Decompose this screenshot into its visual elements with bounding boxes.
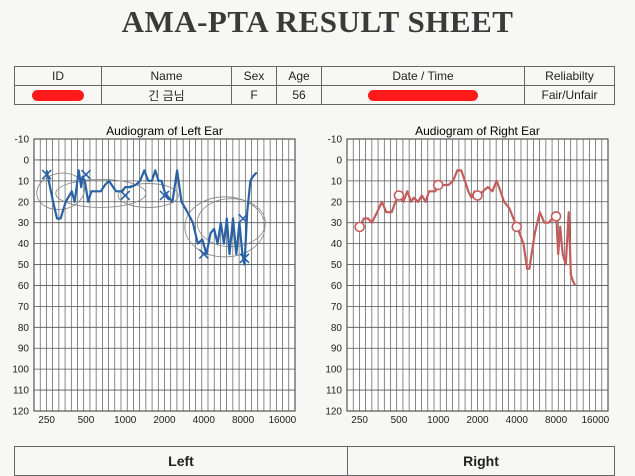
left-xtick-label: 250 — [38, 415, 55, 426]
left-xtick-label: 16000 — [268, 415, 296, 426]
left-ear-audiogram: Audiogram of Left Ear -10 0 10 20 30 40 50 60 70 8… — [2, 122, 302, 432]
right-ear-chart-svg: Audiogram of Right Ear -10 0 10 20 30 40 50 60 70… — [325, 124, 609, 426]
left-ytick-label: 110 — [13, 386, 29, 397]
left-x-marker — [41, 169, 52, 180]
datetime-redaction — [368, 90, 478, 102]
left-chart-title: Audiogram of Left Ear — [106, 124, 223, 138]
right-xtick-label: 1000 — [427, 415, 450, 426]
left-x-marker — [120, 190, 131, 201]
ear-summary-table: Left Right — [14, 446, 615, 476]
right-o-marker — [511, 221, 523, 233]
pencil-annotation-loop — [117, 183, 179, 208]
right-ytick-label: 90 — [331, 344, 343, 355]
info-value-row: 긴 금님 F 56 Fair/Unfair — [14, 85, 615, 105]
left-xtick-label: 4000 — [193, 415, 216, 426]
right-ytick-label: 120 — [325, 407, 342, 418]
right-ytick-label: 20 — [331, 197, 343, 208]
id-header: ID — [14, 66, 102, 86]
right-ytick-label: 110 — [326, 386, 342, 397]
page-title: AMA-PTA RESULT SHEET — [121, 4, 514, 39]
right-ytick-label: 100 — [325, 365, 342, 376]
right-ytick-label: 0 — [336, 155, 342, 166]
left-threshold-line — [45, 169, 258, 266]
right-ytick-label: 10 — [331, 176, 343, 187]
right-ytick-label: 50 — [331, 260, 343, 271]
datetime-header: Date / Time — [321, 66, 525, 86]
left-xtick-label: 2000 — [153, 415, 176, 426]
right-ear-audiogram: Audiogram of Right Ear -10 0 10 20 30 40 50 60 70… — [315, 122, 615, 432]
sex-header: Sex — [231, 66, 277, 86]
left-ytick-label: 30 — [18, 218, 30, 229]
left-ytick-label: 10 — [18, 176, 30, 187]
left-ytick-label: 20 — [18, 197, 30, 208]
info-header-row: ID Name Sex Age Date / Time Reliabilty — [14, 66, 615, 86]
right-xtick-label: 2000 — [466, 415, 489, 426]
right-xtick-label: 250 — [351, 415, 368, 426]
left-ytick-label: 70 — [18, 302, 30, 313]
age-header: Age — [276, 66, 322, 86]
right-o-marker — [354, 221, 365, 233]
id-redaction — [32, 90, 84, 102]
right-xtick-label: 8000 — [545, 415, 568, 426]
left-ytick-label: 120 — [12, 407, 29, 418]
right-chart-title: Audiogram of Right Ear — [415, 124, 540, 138]
right-o-marker — [393, 190, 405, 201]
left-xtick-label: 500 — [78, 415, 95, 426]
left-xtick-label: 8000 — [232, 415, 255, 426]
right-xtick-label: 4000 — [506, 415, 529, 426]
left-x-marker — [159, 190, 170, 201]
datetime-value — [321, 85, 525, 105]
name-header: Name — [101, 66, 232, 86]
right-ytick-label: 40 — [331, 239, 343, 250]
id-value — [14, 85, 102, 105]
left-ytick-label: 80 — [18, 323, 30, 334]
right-xtick-label: 16000 — [581, 415, 609, 426]
left-ytick-label: 40 — [18, 239, 30, 250]
age-value: 56 — [276, 85, 322, 105]
left-ytick-label: 90 — [18, 344, 30, 355]
right-ytick-label: 30 — [331, 218, 343, 229]
right-ytick-label: 60 — [331, 281, 343, 292]
sex-value: F — [231, 85, 277, 105]
left-xtick-label: 1000 — [114, 415, 137, 426]
left-ytick-label: 0 — [23, 155, 29, 166]
right-o-marker — [472, 190, 483, 201]
right-o-marker — [550, 211, 562, 222]
left-x-marker — [239, 253, 250, 264]
left-x-marker — [80, 169, 91, 180]
left-x-marker — [198, 249, 209, 260]
reliability-header: Reliabilty — [524, 66, 615, 86]
right-label: Right — [347, 446, 615, 476]
left-ytick-label: 60 — [18, 281, 30, 292]
right-xtick-label: 500 — [391, 415, 408, 426]
left-ytick-label: 100 — [12, 365, 29, 376]
left-label: Left — [14, 446, 348, 476]
name-value: 긴 금님 — [101, 85, 232, 105]
right-ytick-label: -10 — [328, 135, 343, 146]
left-ytick-label: 50 — [18, 260, 30, 271]
right-ytick-label: 70 — [331, 302, 343, 313]
left-ytick-label: -10 — [15, 135, 30, 146]
right-o-marker — [432, 179, 444, 191]
right-ytick-label: 80 — [331, 323, 343, 334]
left-ear-chart-svg: Audiogram of Left Ear -10 0 10 20 30 40 50 60 70 8… — [12, 124, 296, 426]
left-x-marker — [238, 213, 249, 224]
pencil-annotation-loop — [55, 178, 147, 208]
reliability-value: Fair/Unfair — [524, 85, 615, 105]
patient-info-table: ID Name Sex Age Date / Time Reliabilty 긴… — [14, 66, 615, 105]
